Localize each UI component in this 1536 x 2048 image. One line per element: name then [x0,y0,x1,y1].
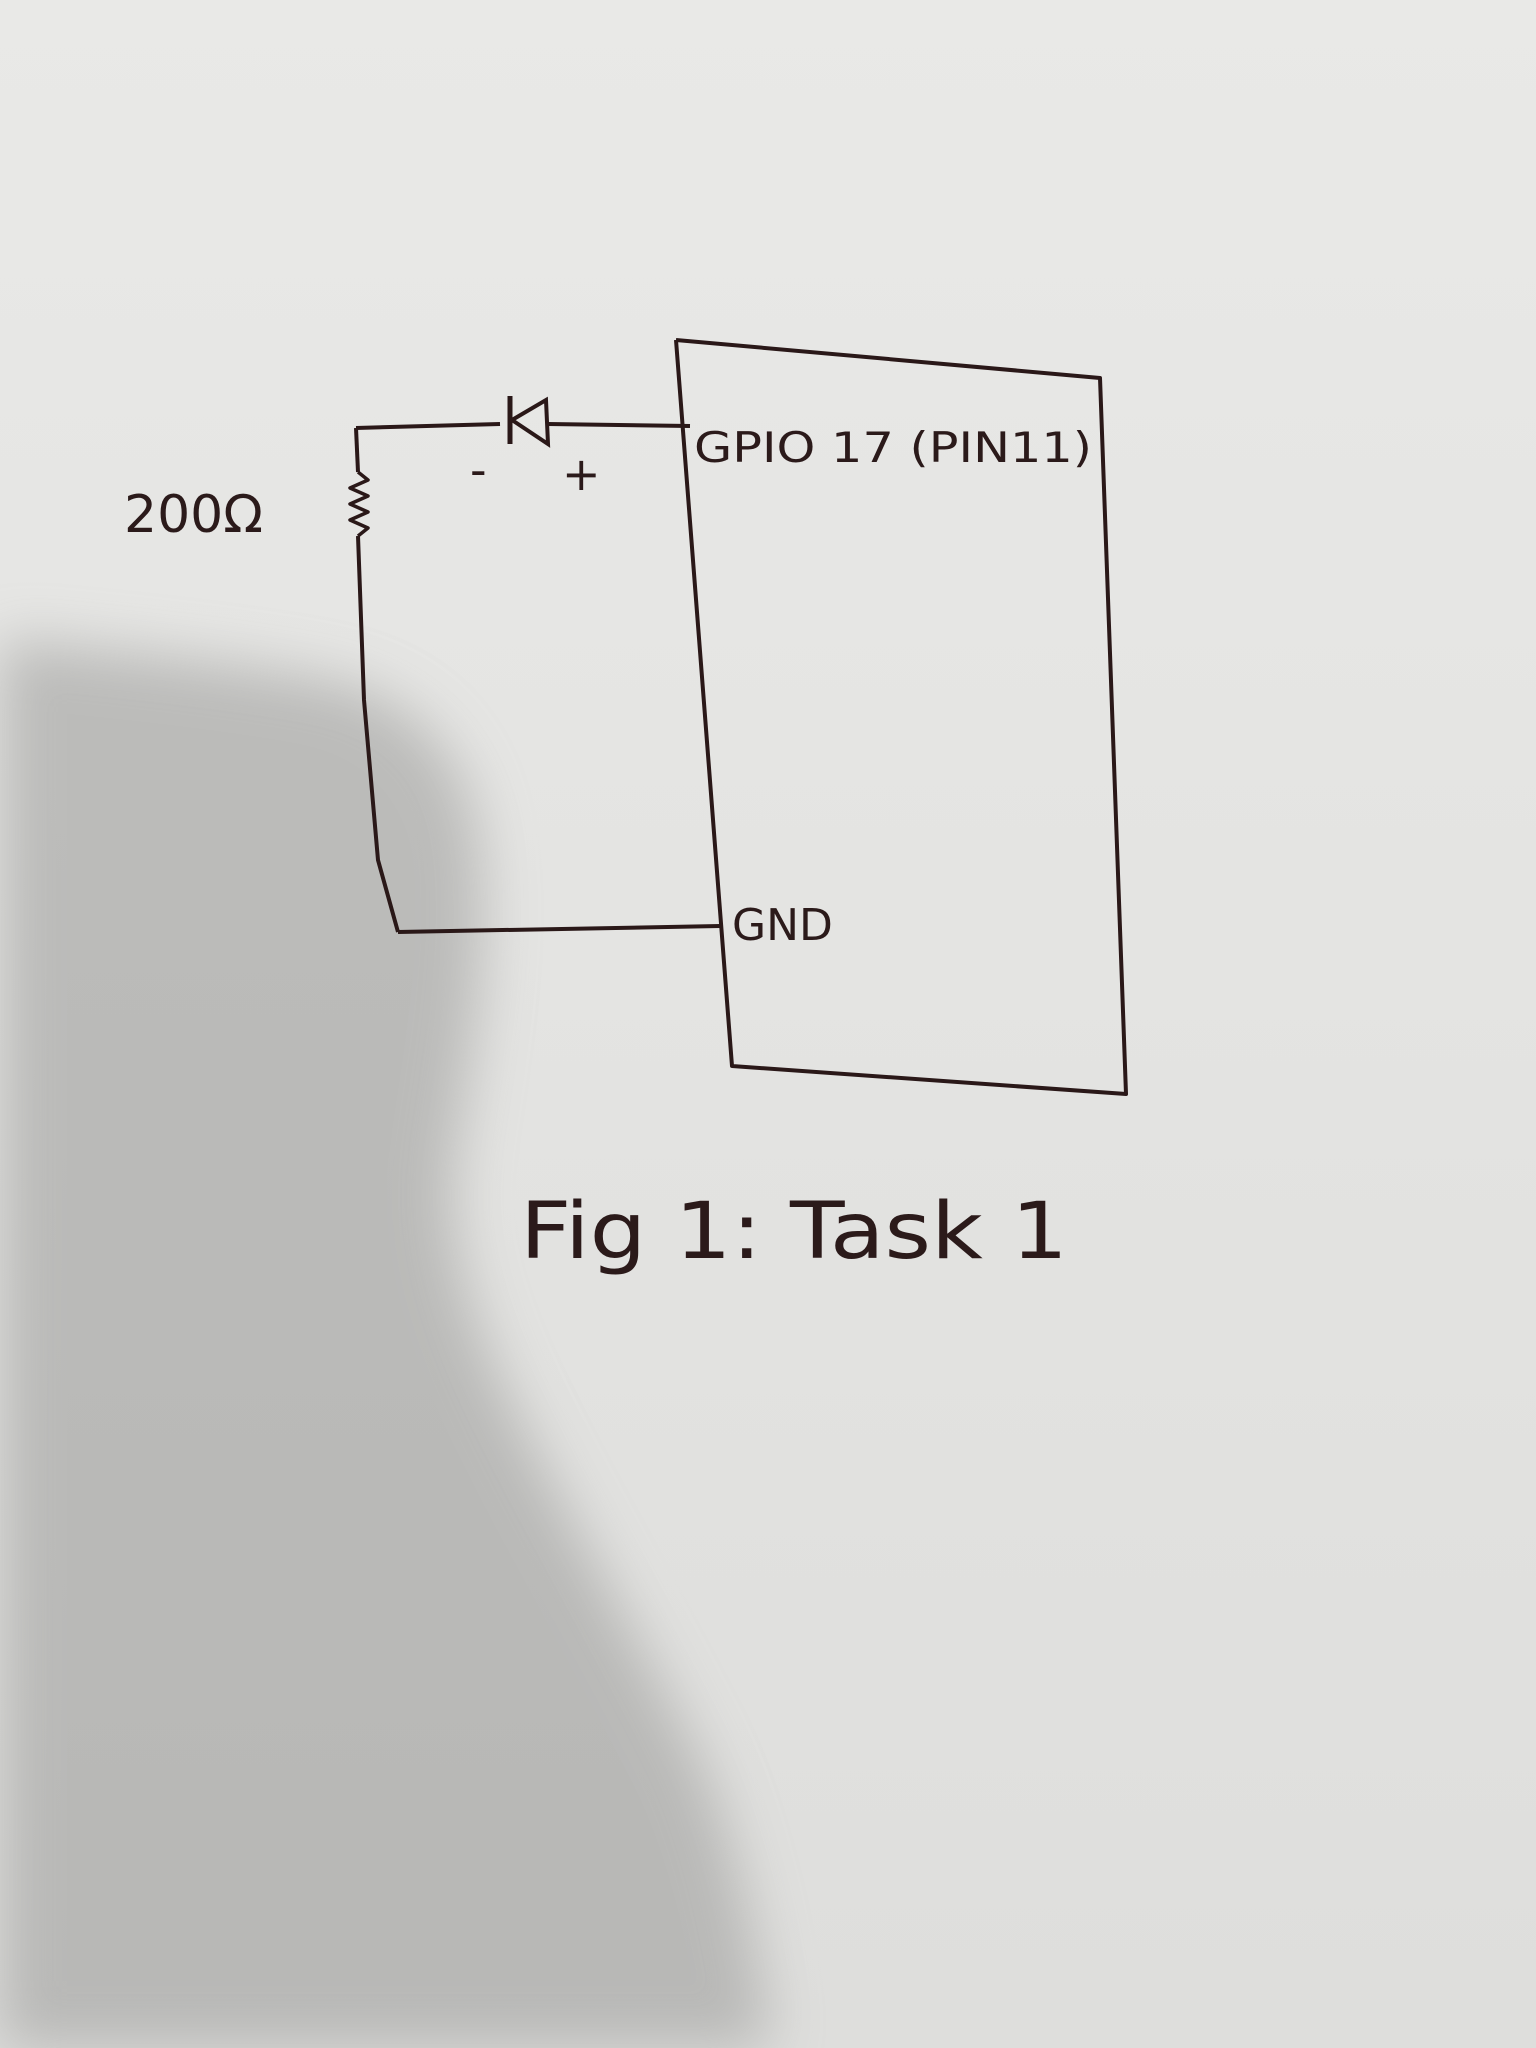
wire-left-upper [354,427,360,473]
diode-plus-label: + [562,447,601,501]
wire-ground [397,924,721,934]
wire-gpio [547,422,691,428]
resistor-icon [348,470,370,538]
wire-left-lower [356,535,400,933]
ground-pin-label: GND [732,900,833,951]
wire-top-left [355,422,501,430]
figure-caption: Fig 1: Task 1 [520,1187,1068,1277]
gpio-pin-label: GPIO 17 (PIN11) [694,423,1092,472]
resistor-value-label: 200Ω [124,485,263,545]
diode-icon [507,396,551,448]
diode-minus-label: - [470,443,487,497]
board-outline [674,338,1128,1096]
